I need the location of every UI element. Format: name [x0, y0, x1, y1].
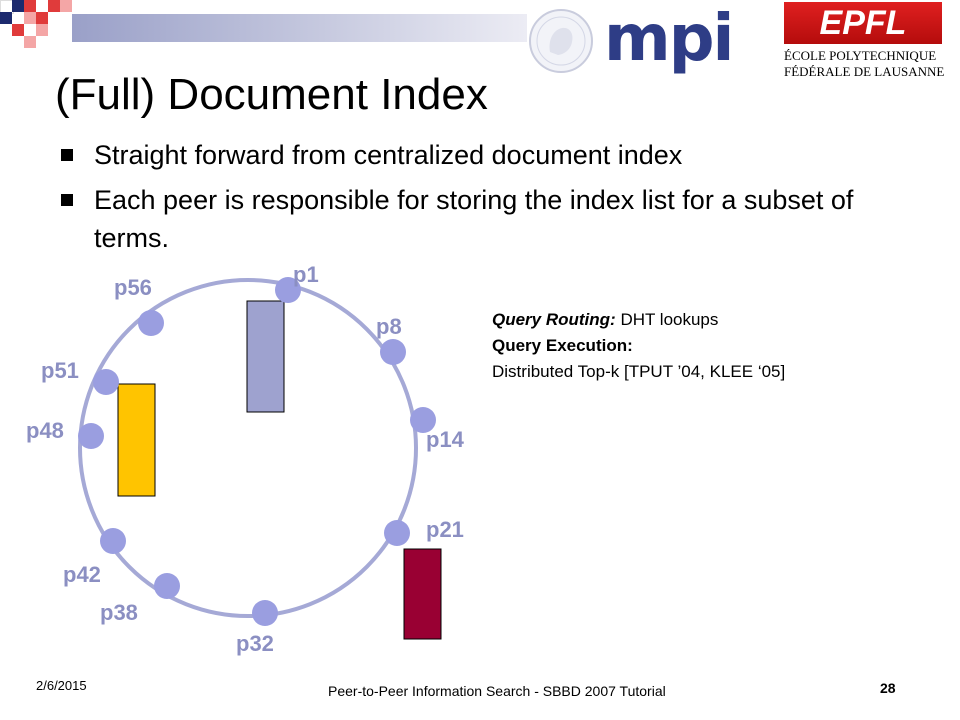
node-p1 [275, 277, 301, 303]
node-p56 [138, 310, 164, 336]
query-execution-value: Distributed Top-k [TPUT ’04, KLEE ‘05] [492, 362, 786, 381]
node-p21 [384, 520, 410, 546]
mpi-logo: mpi [604, 2, 734, 76]
node-label-p1: p1 [293, 262, 319, 287]
footer-date: 2/6/2015 [36, 678, 87, 693]
ring-circle [78, 278, 418, 618]
node-p32 [252, 600, 278, 626]
index-bar-p21 [403, 548, 442, 640]
node-label-p32: p32 [236, 631, 274, 656]
page-number: 28 [880, 680, 896, 696]
node-p38 [154, 573, 180, 599]
node-p42 [100, 528, 126, 554]
bullet-1: Straight forward from centralized docume… [94, 140, 683, 170]
bullet-2: Each peer is responsible for storing the… [94, 185, 854, 253]
query-routing-value: DHT lookups [615, 310, 719, 329]
node-p48 [78, 423, 104, 449]
epfl-line-1: ÉCOLE POLYTECHNIQUE [784, 48, 937, 63]
footer-text: Peer-to-Peer Information Search - SBBD 2… [328, 683, 666, 699]
bullet-marker [61, 194, 73, 206]
query-routing-line: Query Routing: DHT lookups [492, 310, 718, 330]
node-label-p56: p56 [114, 275, 152, 300]
query-execution-label: Query Execution: [492, 336, 633, 355]
epfl-line-2: FÉDÉRALE DE LAUSANNE [784, 64, 945, 79]
bullet-marker [61, 149, 73, 161]
index-bar-p48 [117, 383, 156, 497]
node-p14 [410, 407, 436, 433]
index-bar-p1 [246, 300, 285, 413]
node-label-p51: p51 [41, 358, 79, 383]
node-label-p42: p42 [63, 562, 101, 587]
node-label-p14: p14 [426, 427, 464, 452]
node-label-p38: p38 [100, 600, 138, 625]
slide-title: (Full) Document Index [55, 70, 488, 119]
node-p8 [380, 339, 406, 365]
title-bar-decoration [72, 14, 527, 42]
node-label-p48: p48 [26, 418, 64, 443]
epfl-logo: EPFL [784, 2, 942, 44]
max-planck-seal-icon [529, 9, 593, 73]
node-label-p21: p21 [426, 517, 464, 542]
query-routing-label: Query Routing: [492, 310, 616, 329]
node-label-p8: p8 [376, 314, 402, 339]
node-p51 [93, 369, 119, 395]
